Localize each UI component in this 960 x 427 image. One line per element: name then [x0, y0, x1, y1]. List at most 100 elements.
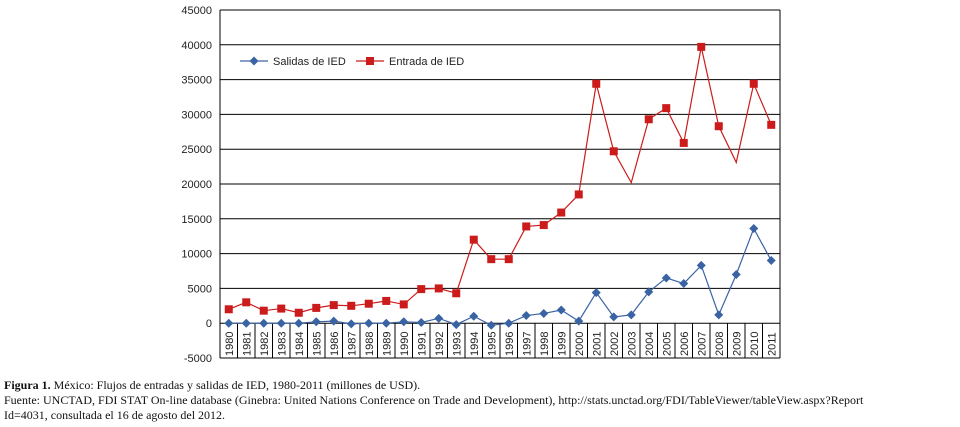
data-point [381, 318, 391, 328]
data-point [311, 317, 321, 327]
y-tick-label: 45000 [181, 5, 212, 17]
x-tick-label: 1980 [224, 332, 236, 356]
figure-text: México: Flujos de entradas y salidas de … [50, 378, 421, 392]
x-tick-label: 1997 [521, 332, 533, 356]
figure-caption: Figura 1. México: Flujos de entradas y s… [4, 378, 956, 423]
data-point [469, 311, 479, 321]
data-point [294, 318, 304, 328]
legend-marker [366, 57, 374, 65]
x-tick-label: 2011 [766, 332, 778, 356]
series-line [228, 227, 772, 326]
figure-label: Figura 1. [4, 378, 51, 392]
data-point [714, 122, 723, 131]
data-point [504, 318, 514, 328]
x-tick-label: 2009 [731, 332, 743, 356]
x-tick-label: 1995 [486, 332, 498, 356]
y-tick-label: 30000 [181, 109, 212, 121]
data-point [417, 285, 426, 294]
data-point [312, 303, 321, 312]
y-axis: 4500040000350003000025000200001500010000… [181, 5, 781, 365]
source-line-2: Id=4031, consultada el 16 de agosto del … [4, 408, 226, 422]
series-line [228, 46, 772, 314]
data-point [591, 288, 601, 298]
x-tick-label: 1987 [346, 332, 358, 356]
x-tick-label: 1992 [434, 332, 446, 356]
x-tick-label: 2006 [679, 332, 691, 356]
data-point [382, 296, 391, 305]
data-point [347, 301, 356, 310]
x-tick-label: 2003 [626, 332, 638, 356]
data-point [731, 269, 741, 279]
x-tick-label: 1993 [451, 332, 463, 356]
data-point [714, 310, 724, 320]
legend-label: Salidas de IED [273, 56, 346, 68]
data-point [644, 287, 654, 297]
legend: Salidas de IED Entrada de IED [240, 56, 464, 68]
x-tick-label: 1981 [241, 332, 253, 356]
x-tick-label: 2007 [696, 332, 708, 356]
data-point [224, 305, 233, 314]
y-tick-label: 0 [206, 318, 212, 330]
data-point [767, 120, 776, 129]
x-tick-label: 2000 [574, 332, 586, 356]
x-tick-label: 1988 [364, 332, 376, 356]
data-point [399, 300, 408, 309]
data-point [609, 147, 618, 156]
data-point [679, 138, 688, 147]
data-point [364, 299, 373, 308]
data-point [486, 320, 496, 330]
data-point [416, 318, 426, 328]
data-point [329, 316, 339, 326]
data-point [487, 255, 496, 264]
x-axis: 1980 1981 1982 1983 1984 1985 1986 1987 1988 1989… [219, 323, 781, 358]
data-point [434, 284, 443, 293]
data-point [574, 316, 584, 326]
y-tick-label: 25000 [181, 144, 212, 156]
data-point [556, 305, 566, 315]
y-tick-label: 5000 [188, 283, 212, 295]
data-point [469, 235, 478, 244]
x-tick-label: 1989 [381, 332, 393, 356]
data-point [697, 42, 706, 51]
x-tick-label: 1999 [556, 332, 568, 356]
data-point [644, 115, 653, 124]
x-tick-label: 1985 [311, 332, 323, 356]
y-tick-label: 15000 [181, 214, 212, 226]
x-tick-label: 2010 [749, 332, 761, 356]
caption-title: Figura 1. México: Flujos de entradas y s… [4, 378, 956, 393]
data-point [679, 279, 689, 289]
data-point [609, 312, 619, 322]
x-tick-label: 2004 [644, 332, 656, 356]
series-layer [224, 42, 776, 330]
data-point [661, 273, 671, 283]
x-tick-label: 2001 [591, 332, 603, 356]
data-point [539, 308, 549, 318]
data-point [522, 222, 531, 231]
data-point [224, 318, 234, 328]
gridlines [220, 9, 780, 359]
data-point [329, 301, 338, 310]
data-point [434, 313, 444, 323]
x-tick-label: 1990 [399, 332, 411, 356]
data-point [696, 260, 706, 270]
data-point [749, 79, 758, 88]
x-tick-label: 1994 [469, 332, 481, 356]
data-point [399, 317, 409, 327]
x-tick-label: 2005 [661, 332, 673, 356]
data-point [364, 318, 374, 328]
x-tick-label: 1984 [294, 332, 306, 356]
data-point [662, 104, 671, 113]
data-point [276, 318, 286, 328]
x-tick-label: 1998 [539, 332, 551, 356]
x-tick-label: 2008 [714, 332, 726, 356]
data-point [452, 289, 461, 298]
data-point [294, 308, 303, 317]
caption-source: Fuente: UNCTAD, FDI STAT On-line databas… [4, 393, 956, 423]
data-point [451, 320, 461, 330]
y-tick-label: 40000 [181, 40, 212, 52]
data-point [539, 221, 548, 230]
x-tick-label: 1983 [276, 332, 288, 356]
legend-label: Entrada de IED [389, 56, 464, 68]
data-point [504, 255, 513, 264]
x-tick-label: 1996 [504, 332, 516, 356]
